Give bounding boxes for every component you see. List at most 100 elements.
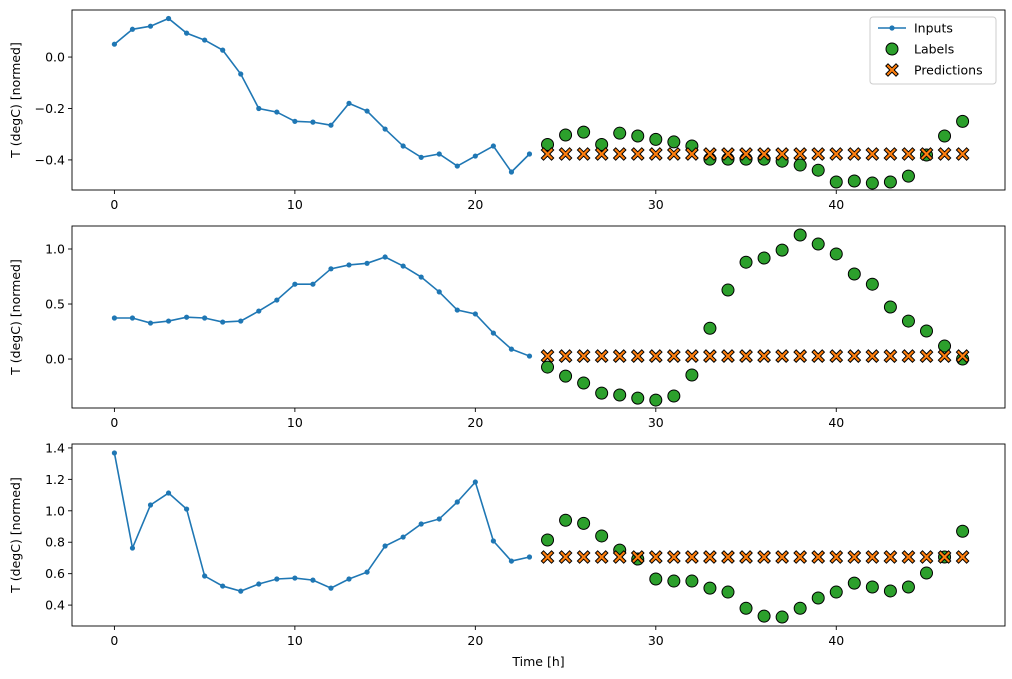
prediction-point — [901, 147, 916, 161]
prediction-point — [630, 349, 645, 363]
inputs-point — [382, 126, 388, 132]
label-point — [956, 352, 970, 366]
label-point — [847, 576, 861, 590]
inputs-point — [310, 577, 316, 583]
prediction-point — [612, 550, 627, 564]
y-axis-label: T (degC) [normed] — [8, 42, 23, 159]
inputs-point — [436, 289, 442, 295]
label-point — [811, 591, 825, 605]
prediction-point — [703, 550, 717, 564]
prediction-point — [666, 550, 681, 564]
inputs-point — [400, 534, 406, 540]
inputs-point — [508, 169, 515, 175]
legend-label: Predictions — [914, 63, 983, 78]
prediction-point — [901, 550, 916, 564]
prediction-point — [793, 147, 808, 161]
y-tick-label: 0.0 — [45, 50, 65, 65]
prediction-point — [540, 349, 555, 363]
label-point — [577, 376, 591, 390]
prediction-point — [612, 147, 627, 161]
inputs-point — [400, 143, 406, 149]
prediction-point — [829, 147, 844, 161]
inputs-point — [418, 274, 424, 280]
inputs-point — [220, 319, 226, 325]
inputs-point — [526, 151, 533, 157]
inputs-point — [454, 307, 460, 313]
inputs-point — [165, 15, 172, 22]
label-point — [703, 581, 717, 595]
prediction-point — [594, 147, 609, 161]
inputs-point — [202, 315, 208, 321]
inputs-point — [472, 479, 478, 485]
inputs-point — [220, 583, 226, 589]
inputs-point — [147, 23, 154, 29]
label-point — [739, 255, 753, 269]
x-tick-label: 10 — [287, 197, 303, 212]
label-point — [811, 163, 825, 177]
prediction-point — [883, 550, 898, 564]
inputs-point — [346, 100, 352, 106]
label-point — [559, 513, 573, 527]
inputs-point — [183, 506, 190, 512]
inputs-point — [274, 576, 280, 582]
label-point — [847, 267, 861, 281]
label-point — [901, 169, 915, 183]
label-point — [793, 228, 807, 242]
label-point — [938, 129, 952, 143]
inputs-point — [256, 581, 262, 587]
y-axis-label: T (degC) [normed] — [8, 259, 23, 376]
prediction-point — [594, 349, 609, 363]
label-point — [829, 247, 843, 261]
inputs-point — [220, 47, 226, 53]
label-point — [883, 300, 897, 314]
y-tick-label: 0.4 — [45, 598, 65, 613]
inputs-point — [346, 262, 352, 268]
label-point — [847, 174, 861, 188]
inputs-point — [147, 320, 154, 326]
prediction-point — [865, 147, 880, 161]
inputs-point — [328, 122, 334, 128]
label-point — [685, 368, 699, 382]
inputs-point — [526, 554, 533, 560]
prediction-point — [775, 550, 790, 564]
label-point — [793, 601, 807, 615]
prediction-point — [684, 147, 699, 161]
x-tick-label: 40 — [828, 633, 844, 648]
prediction-point — [919, 550, 934, 564]
prediction-point — [739, 147, 753, 161]
inputs-point — [292, 118, 298, 124]
x-tick-label: 0 — [110, 633, 118, 648]
prediction-point — [739, 349, 753, 363]
inputs-point — [508, 346, 515, 352]
axes-frame — [71, 225, 1006, 409]
label-point — [667, 574, 681, 588]
label-point — [541, 360, 555, 374]
prediction-point — [757, 349, 771, 363]
x-tick-label: 30 — [648, 415, 664, 430]
inputs-line — [113, 17, 531, 174]
subplot-3: 0 10 20 30 40 1.4 1.2 1.0 0.8 0.6 0.4 T (degC) [nor… — [8, 440, 1006, 669]
label-point — [739, 601, 753, 615]
subplot-2: 0 10 20 30 40 1.0 0.5 0.0 T (degC) [normed] — [8, 225, 1006, 430]
y-tick-label: 0.8 — [45, 535, 65, 550]
inputs-point — [400, 263, 406, 269]
subplot-1: 0 10 20 30 40 0.0 −0.2 −0.4 T (degC) [normed] — [8, 9, 1006, 212]
inputs-point — [328, 266, 334, 272]
prediction-point — [793, 550, 808, 564]
y-tick-label: 0.6 — [45, 566, 65, 581]
x-tick-label: 20 — [467, 197, 483, 212]
y-tick-label: 0.5 — [45, 297, 65, 312]
inputs-point — [111, 450, 118, 456]
inputs-point — [454, 163, 460, 169]
prediction-point — [576, 147, 591, 161]
label-point — [757, 609, 771, 623]
label-point — [919, 324, 933, 338]
label-point — [559, 369, 573, 383]
label-point — [775, 243, 789, 257]
inputs-point — [454, 499, 460, 505]
prediction-point — [847, 147, 862, 161]
prediction-point — [757, 550, 771, 564]
inputs-point — [382, 543, 388, 549]
inputs-point — [436, 516, 442, 522]
prediction-point — [558, 349, 573, 363]
